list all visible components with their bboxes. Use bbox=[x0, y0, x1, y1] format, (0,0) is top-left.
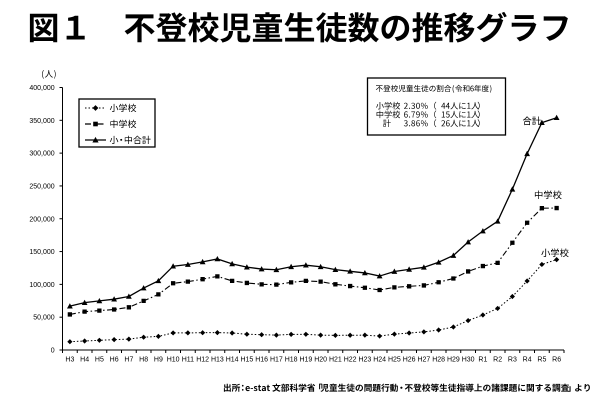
svg-text:R3: R3 bbox=[508, 356, 517, 363]
svg-text:H30: H30 bbox=[462, 356, 475, 363]
svg-text:H28: H28 bbox=[432, 356, 445, 363]
svg-text:H25: H25 bbox=[388, 356, 401, 363]
svg-text:H6: H6 bbox=[110, 356, 119, 363]
svg-text:H18: H18 bbox=[285, 356, 298, 363]
svg-text:H29: H29 bbox=[447, 356, 460, 363]
svg-text:R4: R4 bbox=[523, 356, 532, 363]
svg-text:R2: R2 bbox=[493, 356, 502, 363]
svg-text:200,000: 200,000 bbox=[29, 216, 54, 223]
svg-text:H5: H5 bbox=[95, 356, 104, 363]
svg-text:H3: H3 bbox=[65, 356, 74, 363]
svg-text:H27: H27 bbox=[417, 356, 430, 363]
svg-text:H13: H13 bbox=[211, 356, 224, 363]
svg-text:350,000: 350,000 bbox=[29, 118, 54, 125]
svg-text:H12: H12 bbox=[196, 356, 209, 363]
svg-text:H10: H10 bbox=[167, 356, 180, 363]
svg-text:150,000: 150,000 bbox=[29, 249, 54, 256]
svg-text:300,000: 300,000 bbox=[29, 151, 54, 158]
svg-text:H11: H11 bbox=[182, 356, 194, 363]
svg-text:250,000: 250,000 bbox=[29, 183, 54, 190]
svg-text:H8: H8 bbox=[139, 356, 148, 363]
svg-text:H20: H20 bbox=[314, 356, 327, 363]
svg-text:R6: R6 bbox=[552, 356, 561, 363]
svg-text:H19: H19 bbox=[299, 356, 312, 363]
svg-text:H4: H4 bbox=[80, 356, 89, 363]
svg-text:H7: H7 bbox=[124, 356, 133, 363]
svg-text:H9: H9 bbox=[154, 356, 163, 363]
svg-text:50,000: 50,000 bbox=[33, 315, 55, 322]
svg-text:H17: H17 bbox=[270, 356, 283, 363]
svg-text:H26: H26 bbox=[403, 356, 416, 363]
svg-text:H15: H15 bbox=[240, 356, 253, 363]
svg-text:R1: R1 bbox=[478, 356, 487, 363]
svg-text:H21: H21 bbox=[329, 356, 342, 363]
svg-text:H23: H23 bbox=[358, 356, 371, 363]
svg-text:H24: H24 bbox=[373, 356, 386, 363]
svg-text:H14: H14 bbox=[226, 356, 239, 363]
svg-text:H16: H16 bbox=[255, 356, 268, 363]
svg-text:0: 0 bbox=[51, 348, 55, 355]
svg-text:H22: H22 bbox=[344, 356, 357, 363]
svg-text:100,000: 100,000 bbox=[29, 282, 54, 289]
svg-text:400,000: 400,000 bbox=[29, 85, 54, 92]
svg-text:R5: R5 bbox=[537, 356, 546, 363]
